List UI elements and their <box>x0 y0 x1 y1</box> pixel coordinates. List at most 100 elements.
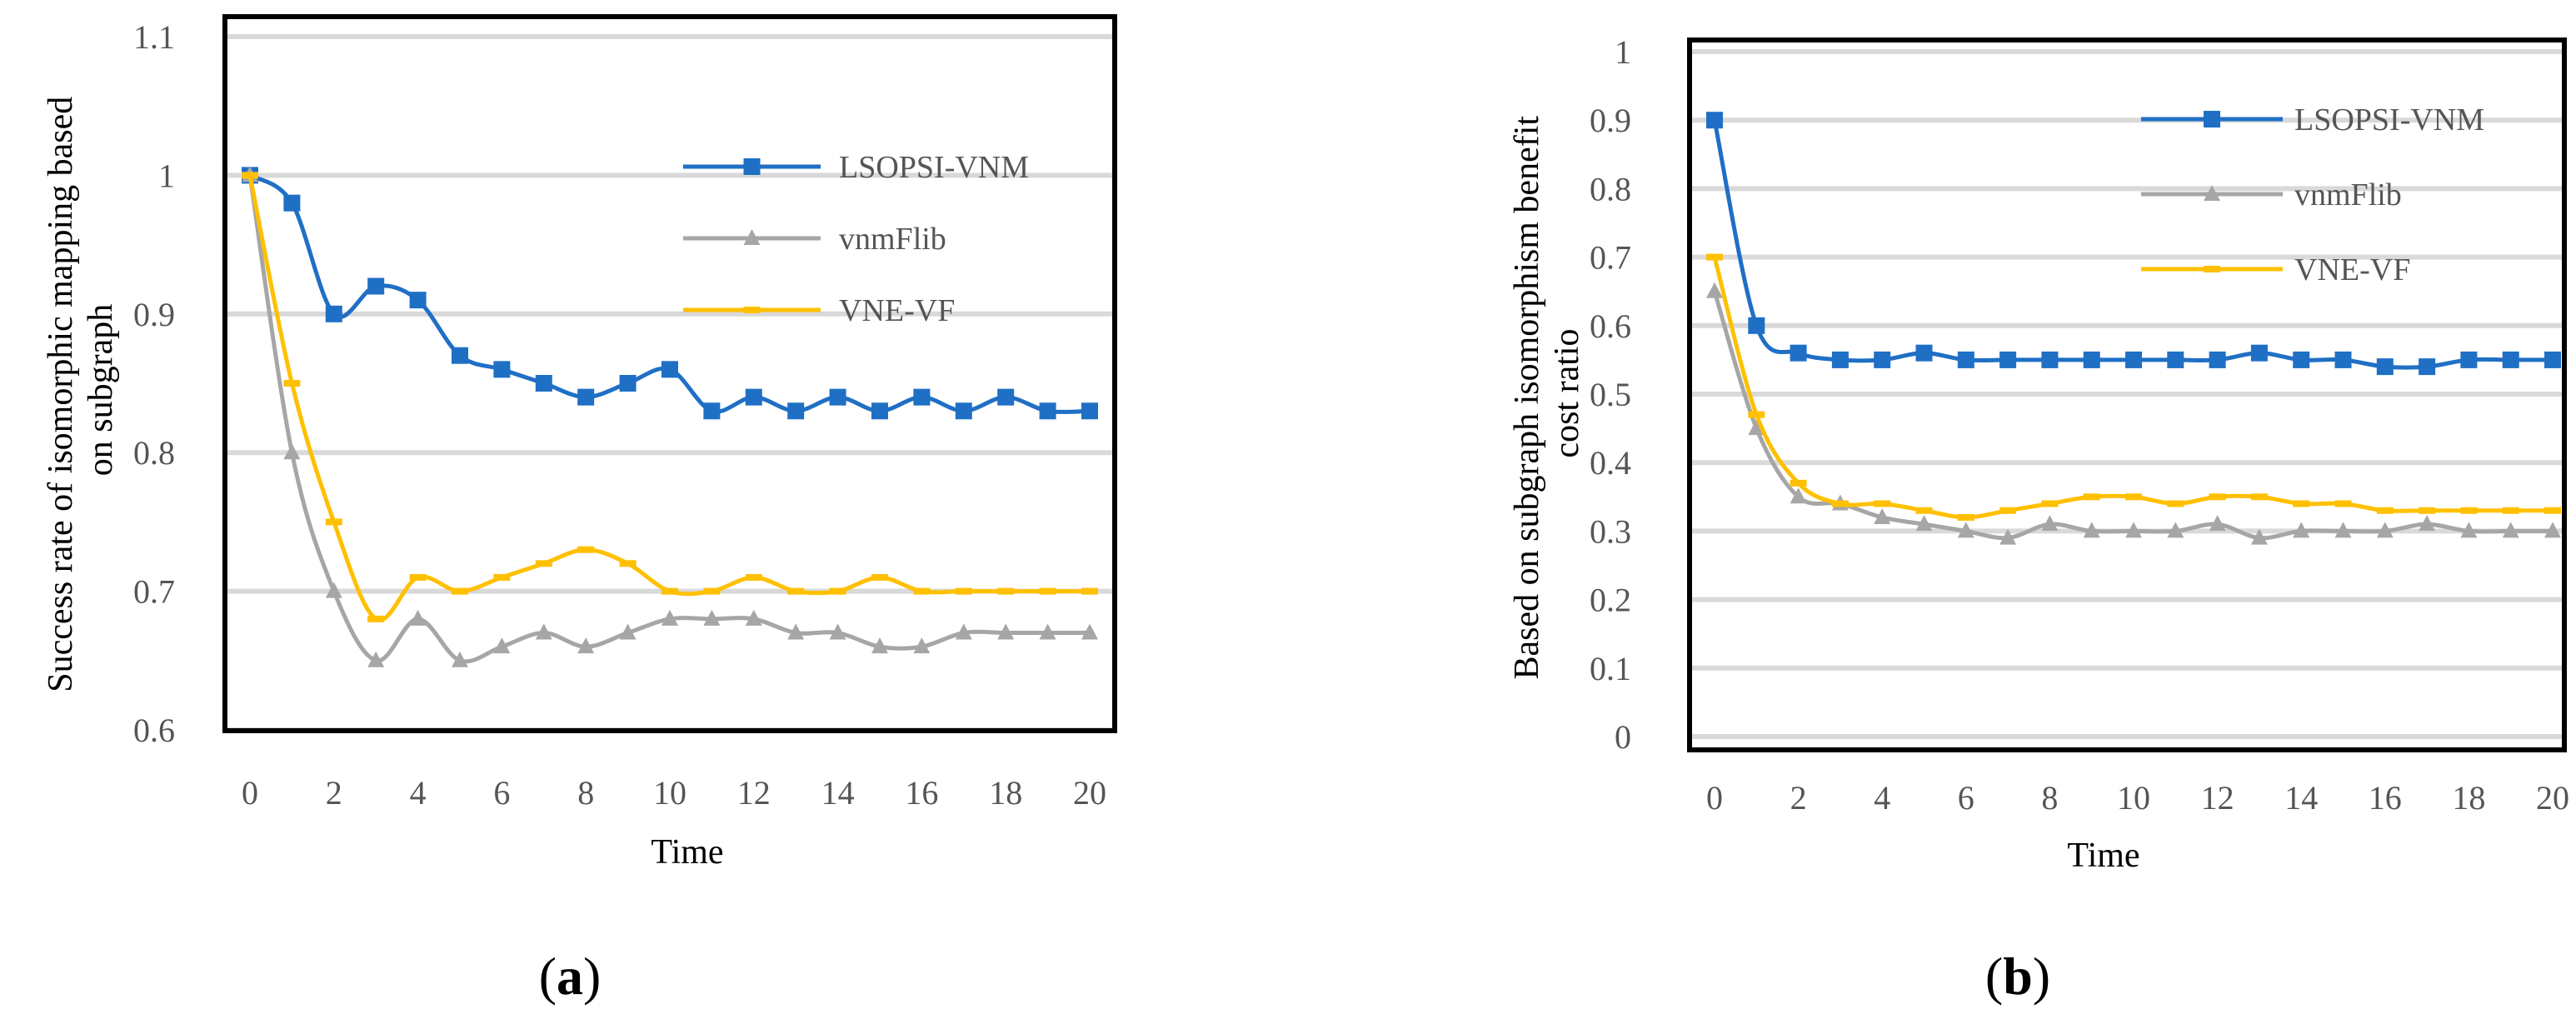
series-lines <box>1706 112 2561 545</box>
data-point-vnmflib <box>2376 522 2394 538</box>
data-point-lsopsi-vnm <box>2376 358 2394 376</box>
x-tick-label: 8 <box>2041 779 2058 817</box>
chart-panel-b: 0 0.1 0.2 0.3 0.4 0.5 0.6 0.7 0.8 0.9 1 0 2 4 6 8 10 12 1… <box>1508 33 2569 1006</box>
data-point-vnmflib <box>2502 522 2519 538</box>
x-tick-labels: 0 2 4 6 8 10 12 14 16 18 20 <box>242 774 1106 812</box>
x-tick-label: 12 <box>737 774 771 812</box>
data-point-lsopsi-vnm <box>2334 351 2352 368</box>
data-point-vnmflib <box>283 443 301 460</box>
data-point-vne-vf <box>577 546 595 553</box>
data-point-lsopsi-vnm <box>829 388 846 406</box>
data-point-lsopsi-vnm <box>409 292 427 309</box>
data-point-vnmflib <box>661 609 678 626</box>
panel-label-a: (a) <box>539 947 602 1006</box>
data-point-vnmflib <box>1039 623 1056 640</box>
data-point-vne-vf <box>829 587 846 595</box>
legend-marker <box>743 307 761 313</box>
series-line-vne-vf <box>1712 256 2553 520</box>
data-point-vnmflib <box>577 637 595 654</box>
data-point-vne-vf <box>325 518 342 526</box>
data-point-vne-vf <box>2250 493 2268 501</box>
data-point-vnmflib <box>2419 515 2436 532</box>
y-tick-label: 0.4 <box>1590 444 1631 482</box>
data-point-vne-vf <box>1748 411 1765 418</box>
y-axis-label: Based on subgraph isomorphism benefit co… <box>1508 107 1586 679</box>
data-point-lsopsi-vnm <box>367 277 385 295</box>
x-tick-label: 10 <box>653 774 686 812</box>
panel-label-open-paren: ( <box>539 947 557 1006</box>
data-point-vnmflib <box>2167 522 2184 538</box>
data-point-vne-vf <box>283 380 301 387</box>
legend-label: vnmFlib <box>839 222 946 257</box>
data-point-lsopsi-vnm <box>1874 351 1891 368</box>
legend-label: VNE-VF <box>2294 252 2410 287</box>
legend-item-vne-vf: VNE-VF <box>2141 252 2410 287</box>
legend-item-vnmflib: vnmFlib <box>2141 177 2402 212</box>
data-point-lsopsi-vnm <box>1790 344 1807 362</box>
y-axis-label-line-2: cost ratio <box>1548 328 1586 457</box>
data-point-vnmflib <box>2125 522 2142 538</box>
data-point-vne-vf <box>1874 500 1891 507</box>
data-point-lsopsi-vnm <box>2419 358 2436 376</box>
data-point-vnmflib <box>2250 528 2268 545</box>
legend-label: LSOPSI-VNM <box>839 150 1029 185</box>
data-point-vne-vf <box>1957 513 1974 521</box>
data-point-vnmflib <box>325 582 342 598</box>
data-point-vne-vf <box>2376 507 2394 514</box>
legend-label: vnmFlib <box>2294 177 2402 212</box>
y-tick-label: 0.2 <box>1590 582 1631 619</box>
y-tick-label: 1 <box>1615 33 1631 71</box>
x-tick-label: 16 <box>905 774 938 812</box>
legend-marker <box>2204 266 2220 272</box>
data-point-vne-vf <box>955 587 972 595</box>
data-point-vne-vf <box>2041 500 2059 507</box>
x-tick-label: 18 <box>989 774 1022 812</box>
data-point-vnmflib <box>2334 522 2352 538</box>
data-point-vne-vf <box>1831 500 1849 507</box>
data-point-vnmflib <box>1874 507 1891 524</box>
data-point-vne-vf <box>997 587 1015 595</box>
y-axis-label-line-1: Success rate of isomorphic mapping based <box>42 97 80 692</box>
x-tick-label: 0 <box>242 774 258 812</box>
data-point-lsopsi-vnm <box>493 361 511 378</box>
x-tick-labels: 0 2 4 6 8 10 12 14 16 18 20 <box>1706 779 2569 817</box>
series-lsopsi-vnm <box>242 167 1098 420</box>
data-point-vne-vf <box>1915 507 1933 514</box>
data-point-vnmflib <box>409 609 427 626</box>
data-point-lsopsi-vnm <box>1748 317 1765 334</box>
data-point-vnmflib <box>1081 623 1098 640</box>
x-tick-label: 6 <box>493 774 510 812</box>
data-point-lsopsi-vnm <box>2209 351 2226 368</box>
y-tick-label: 0 <box>1615 718 1631 756</box>
panel-label-b: (b) <box>1985 947 2050 1006</box>
x-tick-label: 2 <box>326 774 342 812</box>
x-tick-label: 2 <box>1790 779 1807 817</box>
legend-marker <box>743 229 761 245</box>
y-tick-labels: 0 0.1 0.2 0.3 0.4 0.5 0.6 0.7 0.8 0.9 1 <box>1590 33 1631 756</box>
data-point-vnmflib <box>493 637 511 654</box>
x-tick-label: 18 <box>2452 779 2485 817</box>
plot-frame <box>222 14 1117 733</box>
gridlines <box>227 34 1112 732</box>
data-point-vnmflib <box>829 623 846 640</box>
data-point-lsopsi-vnm <box>283 194 301 212</box>
data-point-lsopsi-vnm <box>2167 351 2184 368</box>
data-point-lsopsi-vnm <box>2460 351 2478 368</box>
series-vne-vf <box>1706 253 2561 521</box>
data-point-lsopsi-vnm <box>452 347 468 364</box>
data-point-vne-vf <box>745 573 762 581</box>
data-point-vnmflib <box>2293 522 2310 538</box>
data-point-vne-vf <box>535 560 552 567</box>
data-point-vne-vf <box>2125 493 2142 501</box>
data-point-lsopsi-vnm <box>1081 402 1098 420</box>
legend: LSOPSI-VNM vnmFlib VNE-VF <box>683 150 1029 328</box>
data-point-vne-vf <box>2502 507 2519 514</box>
data-point-vnmflib <box>997 623 1015 640</box>
legend-label: VNE-VF <box>839 293 955 328</box>
data-point-vnmflib <box>2209 515 2226 532</box>
y-tick-label: 0.5 <box>1590 376 1631 413</box>
y-tick-label: 0.6 <box>1590 307 1631 345</box>
data-point-lsopsi-vnm <box>997 388 1015 406</box>
y-tick-label: 0.7 <box>133 573 175 611</box>
data-point-vnmflib <box>1999 528 2017 545</box>
